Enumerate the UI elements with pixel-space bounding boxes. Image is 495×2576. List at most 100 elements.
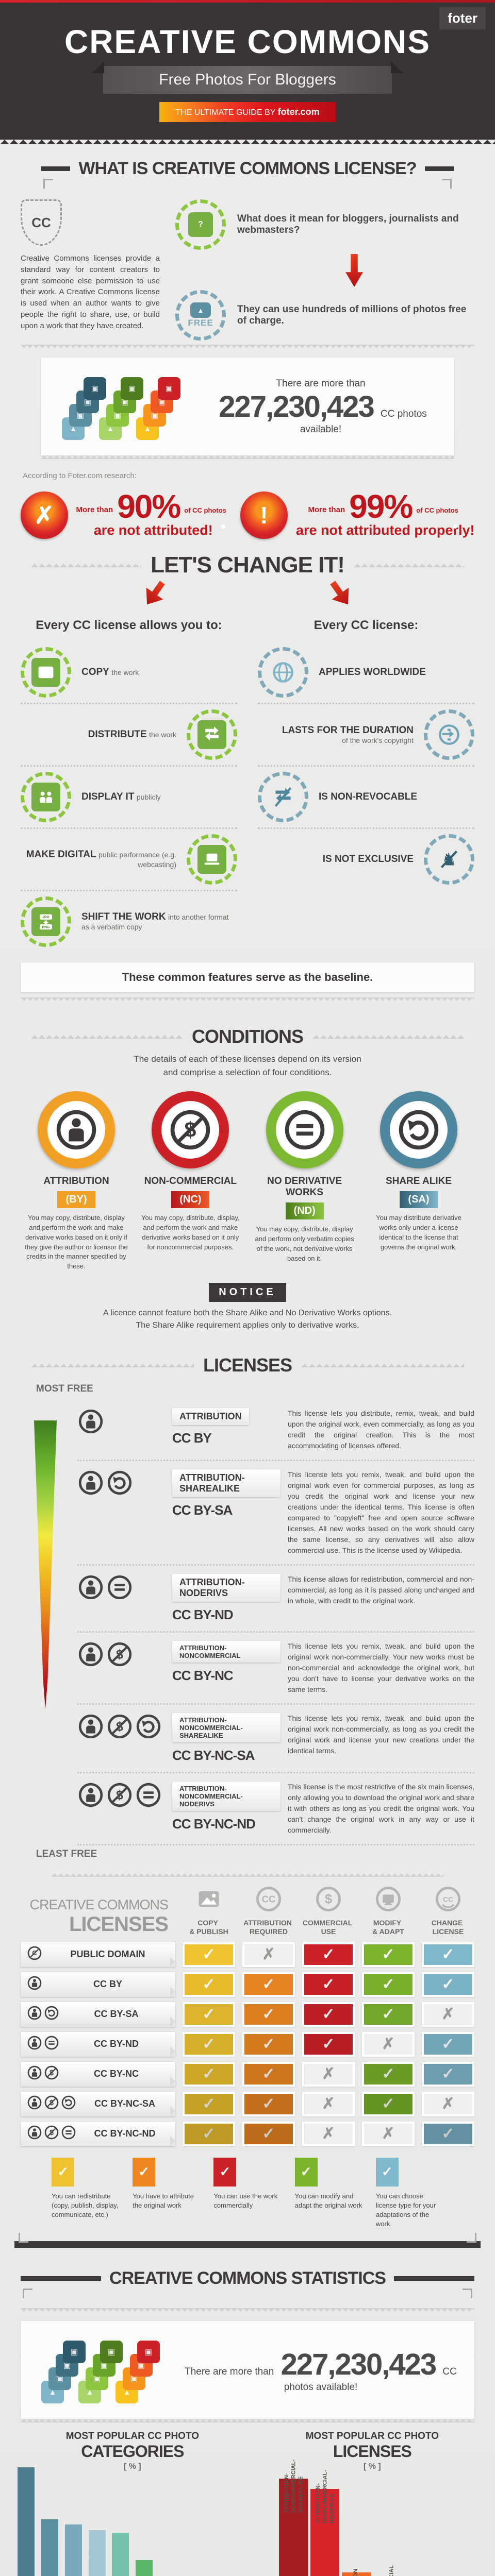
feature-item: LASTS FOR THE DURATION of the work's copy… <box>258 704 474 767</box>
by-icon <box>27 1975 42 1993</box>
img-icon <box>21 647 71 698</box>
matrix-row-label: $ CC BY-NC-ND <box>21 2121 175 2147</box>
nc-icon: $ <box>106 1713 133 1742</box>
photo-counter: There are more than 227,230,423 CC photo… <box>203 378 438 435</box>
section-license-matrix: CREATIVE COMMONS LICENSES COPY & PUBLISH… <box>0 1865 495 2241</box>
license-code: CC BY <box>172 1430 212 1446</box>
legend-text: You can use the work commercially <box>213 2192 278 2209</box>
condition-code-wrap: (BY) <box>25 1191 128 1208</box>
matrix-mark: ✓ <box>424 1974 472 1995</box>
matrix-row-label: CC BY <box>21 1972 175 1997</box>
features-heading: Every CC license: <box>314 618 419 632</box>
lets-change-text: LET'S CHANGE IT! <box>151 552 345 578</box>
matrix-cell: ✓ <box>362 2091 415 2116</box>
feature-item: APPLIES WORLDWIDE <box>258 642 474 704</box>
free-label: FREE <box>188 318 213 328</box>
matrix-row-label: CC BY-SA <box>21 2002 175 2027</box>
license-name: ATTRIBUTION-NODERIVS <box>172 1574 280 1602</box>
by-icon <box>77 1713 104 1742</box>
section-statistics: CREATIVE COMMONS STATISTICS ▲ ▣ ▣ ▣ ▲ ▣ ▣ ▣ ▲ ▣ ▣ ▣… <box>0 2248 495 2576</box>
matrix-mark: ✓ <box>364 2093 412 2114</box>
bar: WEDDING <box>41 2519 58 2576</box>
condition-description: You may copy, distribute, display, and p… <box>141 1214 240 1251</box>
nd-condition-icon <box>266 1091 343 1168</box>
laptop-icon <box>187 834 237 885</box>
guide-badge-prefix: THE ULTIMATE GUIDE BY <box>175 108 276 117</box>
people-icon <box>21 772 71 822</box>
photo-stack-icon-2: ▲ ▣ ▣ ▣ ▲ ▣ ▣ ▣ ▲ ▣ ▣ ▣ <box>36 2331 170 2409</box>
research-stat: ! More than 99% of CC photos are not attribu… <box>240 487 475 539</box>
condition-card: SHARE ALIKE (SA) You may distribute deriva… <box>367 1091 470 1272</box>
condition-code: (BY) <box>57 1191 95 1208</box>
research-stat-text: More than 99% of CC photos are not attribut… <box>295 487 475 538</box>
legend-text: You have to attribute the original work <box>133 2192 194 2209</box>
condition-description: You may copy, distribute, display and pe… <box>255 1225 354 1262</box>
matrix-cell: ✗ <box>422 2002 474 2027</box>
condition-code-wrap: (ND) <box>253 1202 356 1219</box>
sa-icon <box>44 2005 59 2023</box>
foter-logo: foter <box>439 7 486 29</box>
license-icons: $ <box>77 1713 165 1742</box>
bar: ART <box>64 2524 82 2576</box>
matrix-row-name: CC BY-NC-SA <box>94 2098 155 2109</box>
research-note: According to Foter.com research: <box>23 471 137 480</box>
matrix-mark: ✓ <box>424 1944 472 1965</box>
allows-item: DISTRIBUTE the work <box>21 704 237 767</box>
sa-condition-icon <box>380 1091 457 1168</box>
matrix-cell: ✓ <box>242 2002 295 2027</box>
licenses-chart: MOST POPULAR CC PHOTO LICENSES[ % ] ATTRIB… <box>265 2431 480 2576</box>
matrix-section-end <box>14 2233 481 2248</box>
most-free-label: MOST FREE <box>36 1383 93 1395</box>
by-icon <box>27 2125 42 2143</box>
condition-description: You may copy, distribute, display and pe… <box>25 1214 128 1270</box>
license-name-block: ATTRIBUTION-NONCOMMERCIAL CC BY-NC <box>172 1641 280 1684</box>
by-icon <box>27 2065 42 2083</box>
matrix-mark: ✓ <box>244 2123 293 2144</box>
matrix-mark: ✓ <box>364 2004 412 2025</box>
matrix-row-name: PUBLIC DOMAIN <box>70 1949 145 1960</box>
license-row: ATTRIBUTION CC BY This license lets you di… <box>77 1400 474 1462</box>
notice-line2: The Share Alike requirement applies only… <box>136 1321 359 1330</box>
allows-heading: Every CC license allows you to: <box>36 618 222 632</box>
gift-icon: ? <box>175 199 226 250</box>
license-row: ATTRIBUTION-NODERIVS CC BY-ND This license… <box>77 1566 474 1633</box>
globe-icon <box>258 647 308 698</box>
by-icon <box>77 1641 104 1670</box>
condition-code: (SA) <box>400 1191 438 1208</box>
feature-item: IS NON-REVOCABLE <box>258 767 474 829</box>
legend-check-icon: ✓ <box>133 2157 156 2187</box>
conditions-sub1: The details of each of these licenses de… <box>134 1054 361 1064</box>
photo-counter-band-2: ▲ ▣ ▣ ▣ ▲ ▣ ▣ ▣ ▲ ▣ ▣ ▣ There are more than 227,230… <box>21 2321 474 2419</box>
matrix-row-name: CC BY-ND <box>93 2039 139 2049</box>
svg-text:CC: CC <box>443 1895 453 1903</box>
license-code: CC BY-SA <box>172 1502 233 1518</box>
matrix-cell: ✓ <box>183 1942 235 1967</box>
research-stats: ✗ More than 90% of CC photos are not attribu… <box>0 482 495 543</box>
matrix-cell: ✓ <box>242 2061 295 2087</box>
license-name: ATTRIBUTION-SHAREALIKE <box>172 1469 280 1498</box>
intro-answer: They can use hundreds of millions of pho… <box>237 304 467 326</box>
matrix-row-icons: C <box>27 1945 42 1963</box>
matrix-row-label: $ CC BY-NC <box>21 2061 175 2087</box>
bar: NATURE <box>136 2560 153 2576</box>
bar-top-label: ATTRIBUTION <box>352 2569 361 2576</box>
not-attributed-icon: ✗ <box>20 492 68 539</box>
svg-text:CC: CC <box>262 1894 276 1905</box>
legend-check-icon: ✓ <box>375 2157 399 2187</box>
condition-card: ATTRIBUTION (BY) You may copy, distribute,… <box>25 1091 128 1272</box>
license-row: $ ATTRIBUTION-NONCOMMERCIAL-NODERIVS CC BY… <box>77 1773 474 1846</box>
matrix-mark: ✗ <box>304 2093 353 2114</box>
matrix-row-label: CC BY-ND <box>21 2031 175 2057</box>
license-description: This license allows for redistribution, … <box>288 1575 474 1605</box>
matrix-mark: ✗ <box>304 2123 353 2144</box>
legend-text: You can redistribute (copy, publish, dis… <box>52 2192 119 2219</box>
licenses-heading: LICENSES <box>203 1354 292 1376</box>
license-description: This license lets you remix, tweak, and … <box>288 1642 474 1694</box>
nc-icon: $ <box>44 2095 59 2113</box>
sa-icon <box>106 1469 133 1499</box>
matrix-cell: ✗ <box>242 1942 295 1967</box>
matrix-mark: ✓ <box>304 2004 353 2025</box>
matrix-cell: ✓ <box>183 2002 235 2027</box>
legend-text: You can choose license type for your ada… <box>375 2192 436 2228</box>
